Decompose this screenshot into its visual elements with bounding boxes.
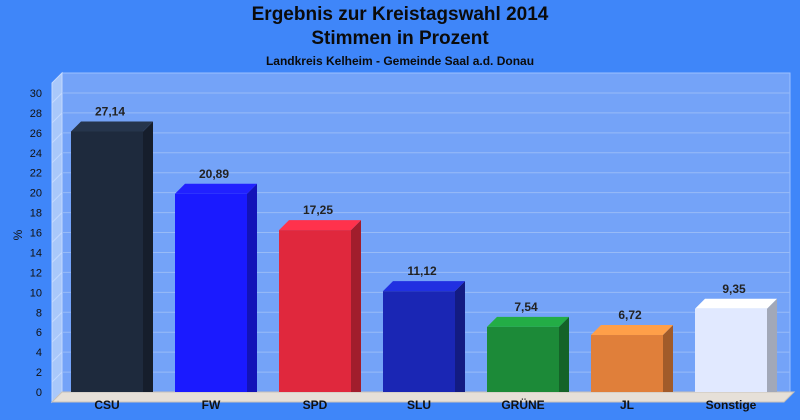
y-tick-label: 2 (36, 367, 42, 379)
y-tick-label: 28 (30, 108, 42, 120)
bar (175, 183, 257, 392)
y-tick-label: 0 (36, 387, 42, 399)
y-tick-label: 16 (30, 228, 42, 240)
bar (695, 298, 777, 392)
y-tick-label: 20 (30, 188, 42, 200)
x-tick-label: CSU (94, 398, 119, 412)
y-tick-label: 18 (30, 208, 42, 220)
data-label: 9,35 (722, 282, 746, 296)
bar-front (591, 335, 663, 392)
y-tick-label: 8 (36, 307, 42, 319)
gridline-side (51, 112, 63, 124)
bar-top (695, 298, 777, 309)
bar-front (175, 193, 247, 392)
gridline-side (51, 192, 63, 204)
data-label: 17,25 (303, 203, 333, 217)
chart-subtitle: Landkreis Kelheim - Gemeinde Saal a.d. D… (265, 54, 535, 68)
gridline-side (51, 212, 63, 223)
y-tick-label: 22 (30, 168, 42, 180)
bar-front (279, 230, 351, 392)
y-tick-label: 10 (30, 287, 42, 299)
plot-floor (50, 391, 796, 403)
gridline-side (51, 351, 63, 363)
bar-top (591, 325, 673, 336)
gridline-side (51, 331, 63, 343)
chart-title-line2: Stimmen in Prozent (311, 28, 489, 49)
x-tick-label: GRÜNE (501, 397, 544, 412)
data-label: 11,12 (407, 264, 437, 278)
y-tick-label: 6 (36, 327, 42, 339)
x-tick-label: SLU (407, 398, 431, 412)
y-tick-label: 4 (36, 347, 42, 359)
x-tick-label: JL (620, 398, 634, 412)
gridline-side (51, 152, 63, 164)
gridline-side (51, 291, 63, 303)
y-tick-label: 24 (30, 148, 42, 160)
x-tick-label: Sonstige (706, 398, 757, 412)
y-tick-label: 26 (30, 128, 42, 140)
bar-side (247, 183, 257, 392)
gridline-side (51, 172, 63, 184)
data-label: 7,54 (514, 300, 538, 314)
gridline-side (51, 232, 63, 243)
bar-side (767, 298, 777, 392)
y-tick-label: 12 (30, 267, 42, 279)
y-axis-label: % (11, 229, 25, 240)
bar-side (559, 316, 569, 392)
x-tick-label: SPD (303, 398, 328, 412)
bar (591, 325, 673, 392)
chart-title: Ergebnis zur Kreistagswahl 2014 (251, 4, 549, 25)
bar-side (351, 220, 361, 392)
bar-front (487, 326, 559, 392)
bar-top (383, 281, 465, 292)
bar-front (695, 308, 767, 392)
gridline-side (51, 92, 63, 104)
bar (383, 281, 465, 392)
bar-front (383, 291, 455, 392)
gridline-side (51, 371, 63, 383)
gridline-side (51, 272, 63, 283)
y-tick-label: 30 (30, 88, 42, 100)
bar-top (487, 316, 569, 327)
bar-top (279, 220, 361, 231)
bar (71, 121, 153, 392)
data-label: 27,14 (95, 105, 125, 119)
bar-top (175, 183, 257, 194)
bar-top (71, 121, 153, 132)
y-tick-label: 14 (30, 247, 42, 259)
bar-side (663, 325, 673, 392)
gridline-side (51, 252, 63, 263)
data-label: 20,89 (199, 167, 229, 181)
gridline-side (51, 311, 63, 323)
bar-side (455, 281, 465, 392)
data-label: 6,72 (618, 308, 642, 322)
bar-side (143, 121, 153, 392)
gridline-side (51, 132, 63, 144)
bar (487, 316, 569, 392)
bar-front (71, 131, 143, 392)
bar (279, 220, 361, 392)
x-tick-label: FW (202, 398, 221, 412)
